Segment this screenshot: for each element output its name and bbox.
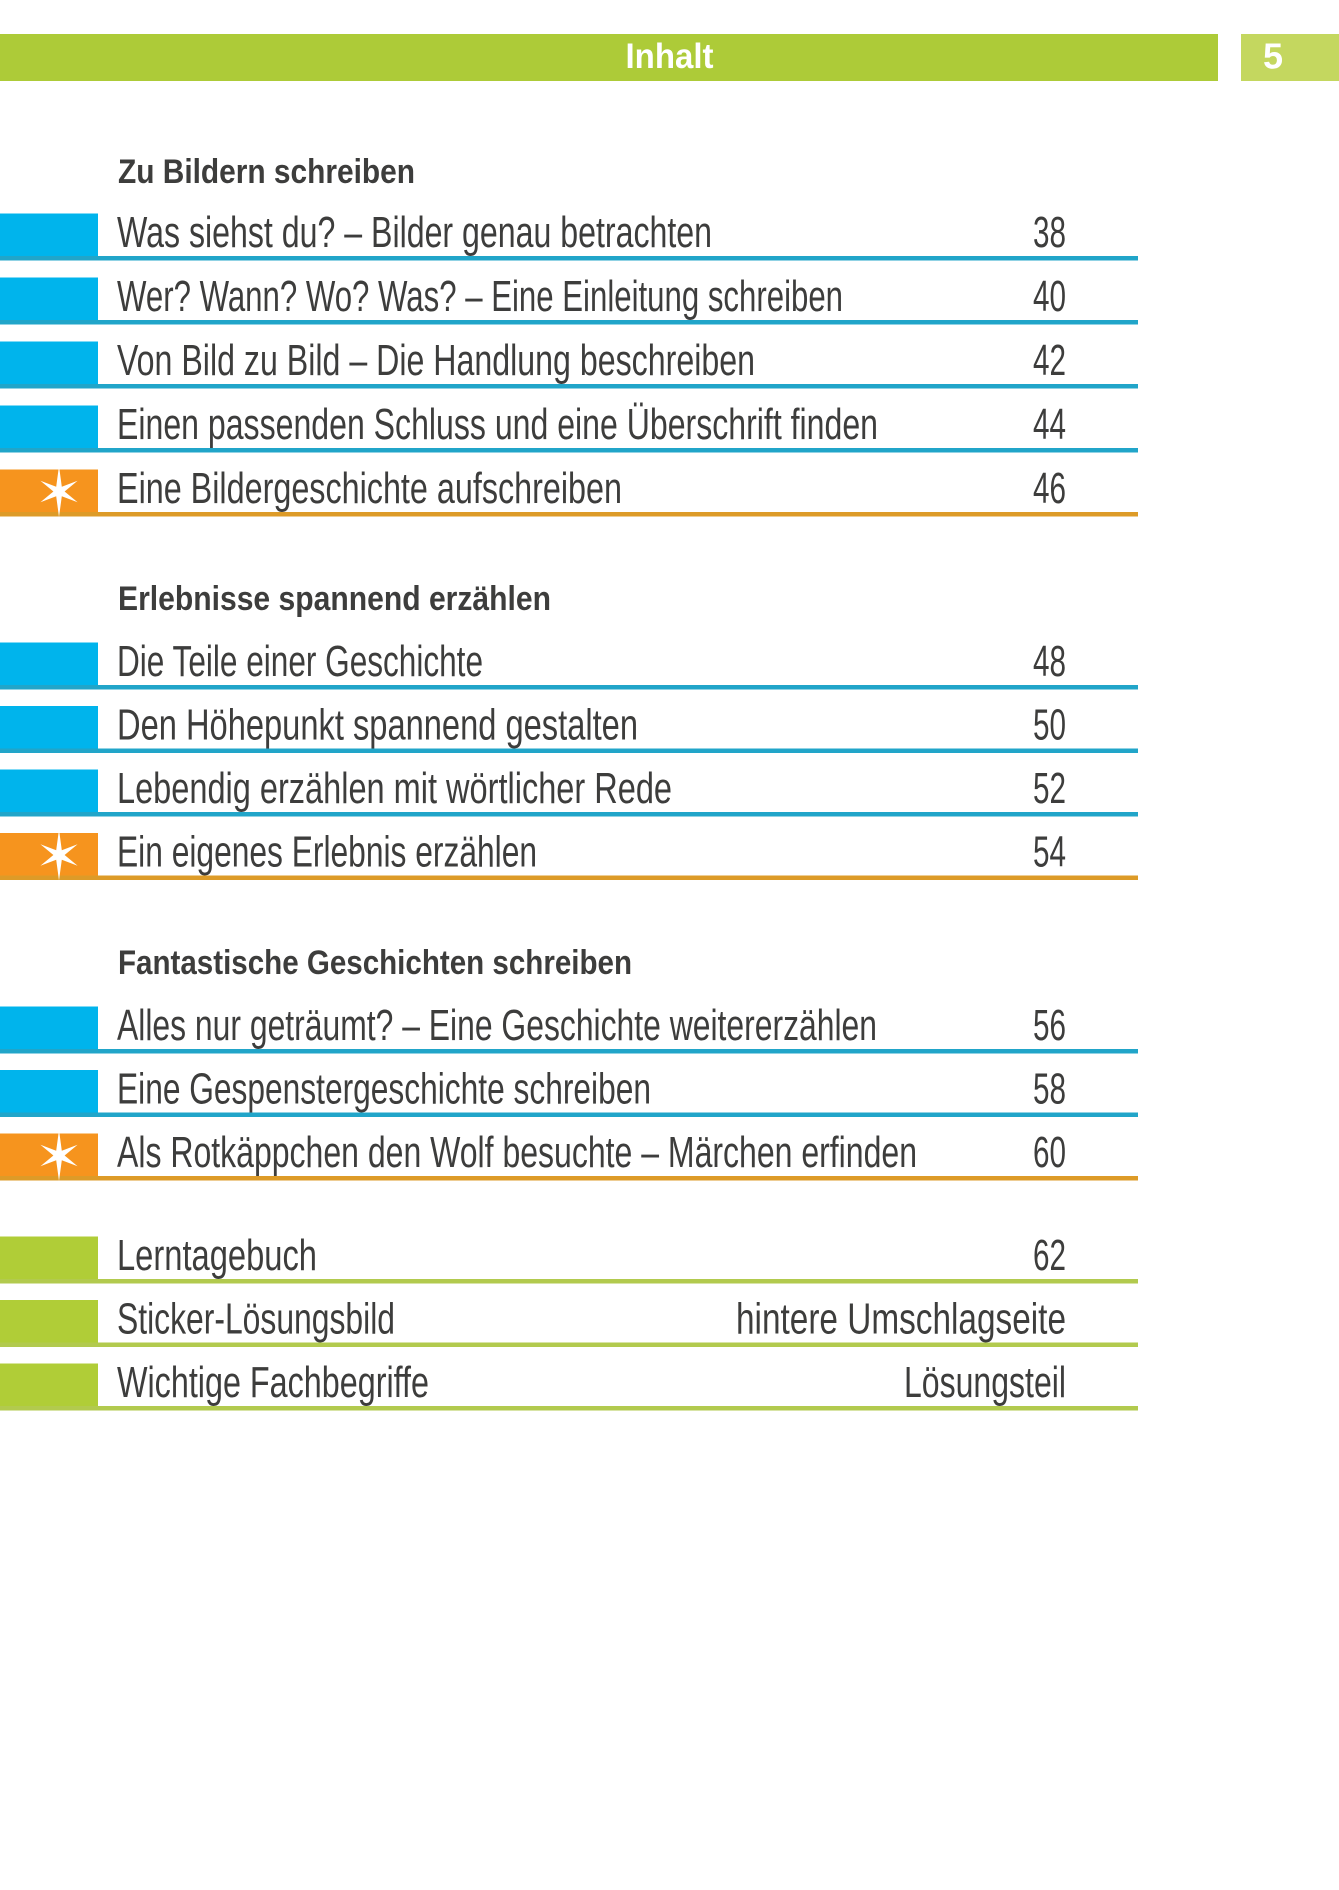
svg-text:40: 40: [1033, 272, 1066, 321]
svg-text:44: 44: [1033, 400, 1066, 449]
svg-text:Erlebnisse spannend erzählen: Erlebnisse spannend erzählen: [118, 580, 551, 618]
svg-text:38: 38: [1033, 208, 1066, 257]
svg-text:Einen passenden Schluss und ei: Einen passenden Schluss und eine Übersch…: [117, 400, 878, 449]
svg-text:Zu Bildern schreiben: Zu Bildern schreiben: [118, 153, 415, 191]
svg-text:Wichtige Fachbegriffe: Wichtige Fachbegriffe: [117, 1358, 429, 1407]
svg-text:Lösungsteil: Lösungsteil: [904, 1358, 1066, 1407]
svg-text:5: 5: [1263, 36, 1283, 77]
svg-text:Was siehst du? – Bilder genau: Was siehst du? – Bilder genau betrachten: [117, 208, 712, 257]
svg-text:48: 48: [1033, 637, 1066, 686]
svg-text:Eine Gespenstergeschichte schr: Eine Gespenstergeschichte schreiben: [117, 1065, 651, 1114]
svg-text:Fantastische Geschichten schre: Fantastische Geschichten schreiben: [118, 944, 632, 982]
svg-text:Alles nur geträumt? – Eine Ges: Alles nur geträumt? – Eine Geschichte we…: [117, 1001, 877, 1050]
svg-text:60: 60: [1033, 1128, 1066, 1177]
svg-text:Lebendig erzählen mit wörtlich: Lebendig erzählen mit wörtlicher Rede: [117, 764, 672, 813]
svg-text:56: 56: [1033, 1001, 1066, 1050]
svg-text:46: 46: [1033, 464, 1066, 513]
svg-text:52: 52: [1033, 764, 1066, 813]
svg-text:42: 42: [1033, 336, 1066, 385]
svg-text:Wer? Wann? Wo? Was? – Eine Ein: Wer? Wann? Wo? Was? – Eine Einleitung sc…: [117, 272, 843, 321]
svg-text:50: 50: [1033, 701, 1066, 750]
svg-text:54: 54: [1033, 828, 1066, 877]
svg-text:Von Bild zu Bild – Die Handlun: Von Bild zu Bild – Die Handlung beschrei…: [117, 336, 755, 385]
svg-text:Inhalt: Inhalt: [626, 37, 714, 76]
svg-text:Eine Bildergeschichte aufschre: Eine Bildergeschichte aufschreiben: [117, 464, 622, 513]
svg-text:Die Teile einer Geschichte: Die Teile einer Geschichte: [117, 637, 483, 686]
svg-text:Sticker-Lösungsbild: Sticker-Lösungsbild: [117, 1295, 395, 1344]
svg-text:hintere Umschlagseite: hintere Umschlagseite: [736, 1295, 1066, 1344]
svg-text:Den Höhepunkt spannend gestalt: Den Höhepunkt spannend gestalten: [117, 701, 638, 750]
svg-text:Als Rotkäppchen den Wolf besuc: Als Rotkäppchen den Wolf besuchte – Märc…: [117, 1128, 917, 1177]
svg-text:Lerntagebuch: Lerntagebuch: [117, 1231, 317, 1280]
svg-text:62: 62: [1033, 1231, 1066, 1280]
svg-text:58: 58: [1033, 1065, 1066, 1114]
svg-text:Ein eigenes Erlebnis erzählen: Ein eigenes Erlebnis erzählen: [117, 828, 537, 877]
